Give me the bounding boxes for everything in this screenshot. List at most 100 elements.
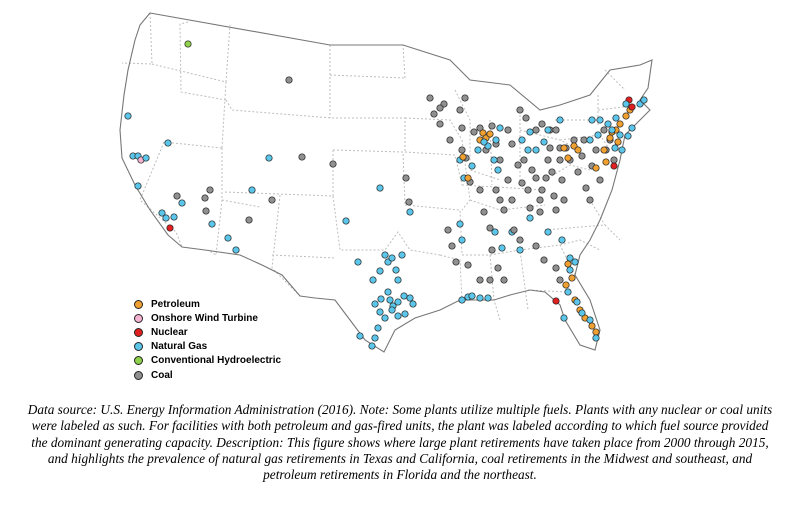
coal-plant-marker <box>532 174 540 182</box>
coal-plant-marker <box>500 276 508 284</box>
natural-gas-plant-marker <box>544 228 552 236</box>
coal-plant-marker <box>522 114 530 122</box>
coal-dot-icon <box>134 370 143 380</box>
natural-gas-plant-marker <box>406 208 414 216</box>
coal-plant-marker <box>556 156 564 164</box>
coal-plant-marker <box>486 276 494 284</box>
natural-gas-plant-marker <box>388 306 396 314</box>
coal-plant-marker <box>486 224 494 232</box>
coal-plant-marker <box>538 186 546 194</box>
plant-points <box>124 40 648 350</box>
coal-plant-marker <box>536 208 544 216</box>
natural-gas-plant-marker <box>232 246 240 254</box>
coal-plant-marker <box>504 176 512 184</box>
natural-gas-plant-marker <box>491 228 499 236</box>
coal-plant-marker <box>552 264 560 272</box>
petroleum-plant-marker <box>574 146 582 154</box>
natural-gas-plant-marker <box>588 116 596 124</box>
natural-gas-plant-marker <box>484 294 492 302</box>
coal-plant-marker <box>538 120 546 128</box>
natural-gas-plant-marker <box>381 314 389 322</box>
natural-gas-plant-marker <box>342 217 350 225</box>
coal-plant-marker <box>436 104 444 112</box>
nuclear-dot-icon <box>134 327 143 337</box>
coal-plant-marker <box>520 156 528 164</box>
coal-plant-marker <box>610 156 618 164</box>
coal-plant-marker <box>542 174 550 182</box>
legend-item-onshore-wind-turbine: Onshore Wind Turbine <box>134 311 281 325</box>
natural-gas-plant-marker <box>578 309 586 317</box>
coal-plant-marker <box>528 166 536 174</box>
coal-plant-marker <box>405 198 413 206</box>
coal-plant-marker <box>430 110 438 118</box>
petroleum-plant-marker <box>622 112 630 120</box>
natural-gas-plant-marker <box>376 267 384 275</box>
coal-plant-marker <box>206 186 214 194</box>
coal-plant-marker <box>548 168 556 176</box>
natural-gas-plant-marker <box>516 246 524 254</box>
natural-gas-plant-marker <box>544 126 552 134</box>
natural-gas-plant-marker <box>494 166 502 174</box>
natural-gas-plant-marker <box>142 154 150 162</box>
coal-plant-marker <box>488 122 496 130</box>
coal-plant-marker <box>556 276 564 284</box>
coal-plant-marker <box>578 152 586 160</box>
natural-gas-plant-marker <box>458 236 466 244</box>
natural-gas-plant-marker <box>616 131 624 139</box>
coal-plant-marker <box>600 126 608 134</box>
coal-plant-marker <box>546 144 554 152</box>
coal-plant-marker <box>448 242 456 250</box>
coal-plant-marker <box>496 196 504 204</box>
natural-gas-plant-marker <box>158 209 166 217</box>
coal-plant-marker <box>536 196 544 204</box>
petroleum-plant-marker <box>588 322 596 330</box>
natural-gas-plant-marker <box>566 254 574 262</box>
petroleum-plant-marker <box>616 120 624 128</box>
coal-plant-marker <box>452 258 460 266</box>
coal-plant-marker <box>329 160 337 168</box>
natural-gas-plant-marker <box>492 136 500 144</box>
coal-plant-marker <box>476 276 484 284</box>
petroleum-plant-marker <box>606 134 614 142</box>
natural-gas-plant-marker <box>540 138 548 146</box>
natural-gas-plant-marker <box>498 244 506 252</box>
natural-gas-plant-marker <box>354 258 362 266</box>
natural-gas-plant-marker <box>496 124 504 132</box>
natural-gas-plant-marker <box>162 214 170 222</box>
natural-gas-plant-marker <box>480 138 488 146</box>
coal-plant-marker <box>514 161 522 169</box>
petroleum-plant-marker <box>602 158 610 166</box>
natural-gas-plant-marker <box>624 132 632 140</box>
natural-gas-plant-marker <box>468 162 476 170</box>
natural-gas-plant-marker <box>611 144 619 152</box>
coal-plant-marker <box>508 140 516 148</box>
coal-plant-marker <box>570 136 578 144</box>
natural-gas-plant-marker <box>560 314 568 322</box>
coal-plant-marker <box>516 236 524 244</box>
natural-gas-plant-marker <box>490 156 498 164</box>
natural-gas-plant-marker <box>526 214 534 222</box>
coal-plant-marker <box>494 264 502 272</box>
natural-gas-plant-marker <box>224 234 232 242</box>
legend-label: Coal <box>151 369 173 381</box>
natural-gas-plant-marker <box>381 251 389 259</box>
natural-gas-plant-marker <box>368 342 376 350</box>
natural-gas-plant-marker <box>474 146 482 154</box>
natural-gas-plant-marker <box>356 332 364 340</box>
coal-plant-marker <box>492 186 500 194</box>
coal-plant-marker <box>532 242 540 250</box>
natural-gas-plant-marker <box>596 116 604 124</box>
petroleum-plant-marker <box>486 130 494 138</box>
coal-plant-marker <box>504 126 512 134</box>
us-outline <box>119 12 653 353</box>
coal-plant-marker <box>458 146 466 154</box>
petroleum-plant-marker <box>600 146 608 154</box>
natural-gas-plant-marker <box>594 131 602 139</box>
coal-plant-marker <box>202 207 210 215</box>
coal-plant-marker <box>526 204 534 212</box>
petroleum-plant-marker <box>564 260 572 268</box>
nuclear-plant-marker <box>552 297 560 305</box>
coal-plant-marker <box>516 106 524 114</box>
legend-item-nuclear: Nuclear <box>134 325 281 339</box>
coal-plant-marker <box>476 186 484 194</box>
